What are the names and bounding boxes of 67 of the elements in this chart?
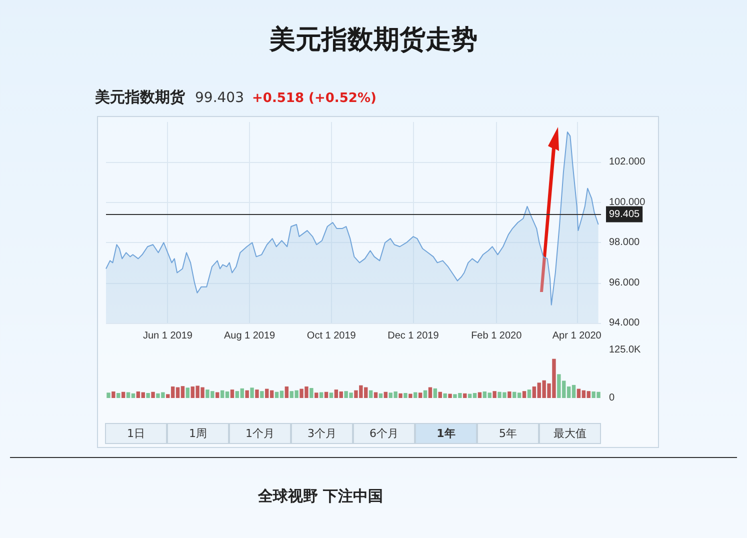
- bar: [384, 392, 388, 398]
- bar: [146, 393, 150, 398]
- text: 最大值: [539, 423, 601, 444]
- text: 6个月: [353, 423, 415, 444]
- chart-subtitle: 美元指数期货: [95, 88, 185, 106]
- text: 1日: [105, 423, 167, 444]
- bar: [492, 391, 496, 398]
- bar: [216, 392, 220, 398]
- bar: [448, 394, 452, 398]
- bar: [116, 393, 120, 398]
- y-tick-label: 98.000: [609, 237, 640, 248]
- bar: [463, 393, 467, 398]
- bar: [522, 391, 526, 398]
- bar: [408, 394, 412, 398]
- bar: [414, 392, 418, 398]
- bar: [438, 392, 442, 398]
- bar: [245, 390, 249, 398]
- bar: [186, 388, 190, 398]
- bar: [255, 390, 259, 398]
- text: 全球视野 下注中国: [258, 487, 384, 506]
- bar: [418, 392, 422, 398]
- x-tick-label: Jun 1 2019: [142, 330, 193, 342]
- chart-title: 美元指数期货走势: [268, 24, 478, 57]
- bar: [404, 393, 408, 398]
- x-tick-label: Aug 1 2019: [224, 330, 276, 342]
- y-tick-label: 125.0K: [609, 344, 642, 356]
- text: 1周: [167, 423, 229, 444]
- bar: [527, 390, 532, 398]
- bar: [121, 392, 126, 398]
- ref-line-label: 99.405: [609, 208, 640, 220]
- x-tick-label: Apr 1 2020: [552, 330, 602, 342]
- bar: [428, 387, 432, 398]
- bar: [329, 392, 334, 398]
- y-tick-label: 102.000: [609, 156, 646, 168]
- y-tick-label: 96.000: [609, 277, 640, 288]
- bar: [398, 393, 402, 398]
- bar: [324, 392, 328, 398]
- bar: [106, 392, 110, 398]
- bar: [374, 392, 378, 398]
- bar: [250, 388, 254, 398]
- y-tick-label: 0: [609, 392, 615, 404]
- bar: [368, 390, 373, 398]
- text: +0.518 (+0.52%): [252, 91, 376, 106]
- bar: [112, 391, 116, 398]
- x-tick-label: Oct 1 2019: [306, 330, 356, 342]
- bar: [508, 391, 512, 398]
- x-tick-label: Feb 1 2020: [471, 330, 522, 342]
- bar: [284, 386, 289, 398]
- text: 1个月: [229, 423, 291, 444]
- bar: [319, 392, 324, 398]
- bar: [443, 393, 447, 398]
- bar: [378, 393, 383, 398]
- text: 3个月: [291, 423, 353, 444]
- y-tick-label: 100.000: [609, 196, 646, 208]
- text: 1年: [415, 423, 477, 444]
- bar: [310, 388, 314, 398]
- bar: [314, 392, 318, 398]
- x-tick-label: Dec 1 2019: [388, 330, 440, 342]
- bar: [478, 392, 482, 398]
- text: 5年: [477, 423, 539, 444]
- bar: [230, 390, 234, 398]
- bar: [433, 388, 438, 398]
- bar: [260, 391, 264, 398]
- y-tick-label: 94.000: [609, 318, 640, 328]
- bar: [423, 390, 428, 398]
- text: 99.403: [195, 90, 244, 106]
- bar: [151, 392, 155, 398]
